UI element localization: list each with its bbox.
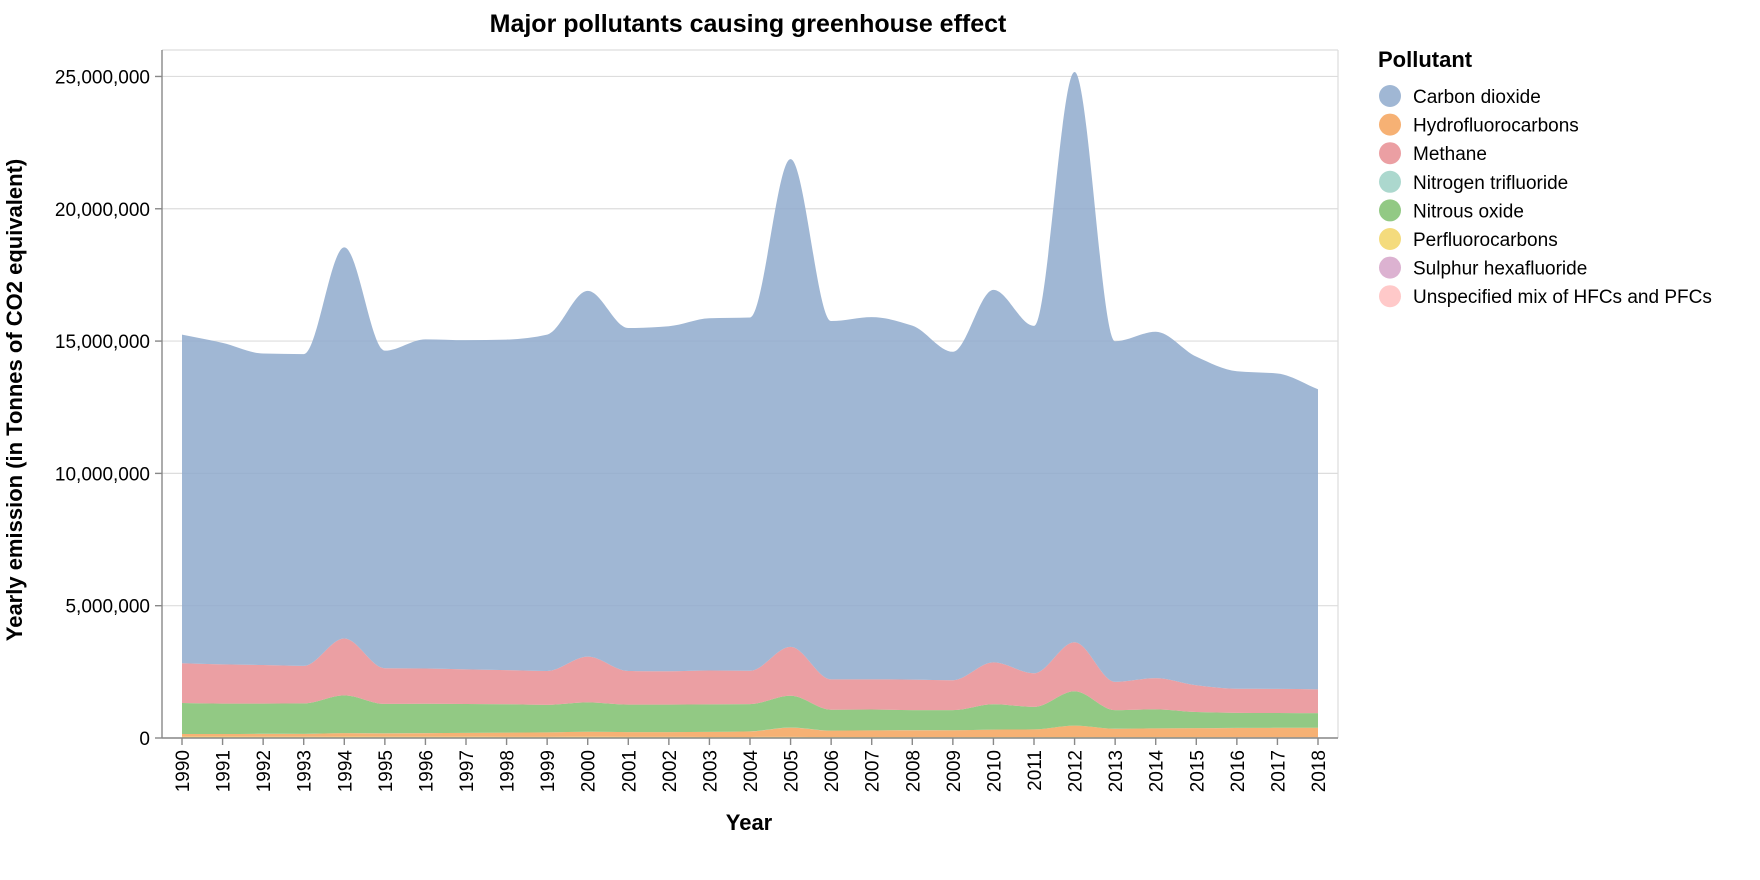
legend-label: Nitrous oxide [1413, 201, 1524, 222]
x-tick-label: 2002 [660, 750, 681, 792]
area-hydrofluorocarbons [182, 725, 1318, 738]
x-tick-label: 1998 [498, 750, 519, 792]
x-tick-label: 1999 [538, 750, 559, 792]
x-tick-label: 2011 [1025, 750, 1046, 791]
x-tick-label: 2000 [579, 750, 600, 792]
x-tick-label: 1991 [214, 750, 235, 792]
legend-swatch [1379, 113, 1401, 136]
x-tick-label: 1992 [254, 750, 275, 792]
x-tick-label: 2005 [782, 750, 803, 792]
legend-swatch [1379, 228, 1401, 250]
x-tick-label: 2003 [700, 750, 721, 792]
legend-item: Nitrous oxide [1379, 199, 1524, 222]
area-nitrous-oxide [182, 691, 1318, 735]
x-tick-label: 2012 [1066, 750, 1087, 792]
x-tick-label: 2008 [903, 750, 924, 792]
x-tick-label: 1994 [335, 750, 356, 793]
y-tick-label: 25,000,000 [55, 67, 150, 88]
legend-label: Perfluorocarbons [1413, 230, 1558, 251]
legend-label: Methane [1413, 144, 1487, 165]
legend-title: Pollutant [1378, 47, 1473, 72]
x-axis-title: Year [726, 810, 773, 835]
y-tick-label: 10,000,000 [55, 464, 150, 485]
legend-item: Methane [1379, 142, 1487, 165]
area-layers [182, 72, 1318, 738]
legend-swatch [1379, 199, 1401, 222]
legend-items: Carbon dioxide Hydrofluorocarbons Methane N… [1379, 85, 1712, 308]
y-axis-ticks: 0 5,000,000 10,000,000 15,000,000 20,000,000… [55, 67, 162, 750]
legend-swatch [1379, 170, 1401, 193]
x-axis-ticks: 1990 1991 1992 1993 1994 1995 1996 1997 1998 1999… [173, 738, 1330, 792]
x-tick-label: 1990 [173, 750, 194, 792]
x-tick-label: 2006 [822, 750, 843, 792]
legend-swatch [1379, 85, 1401, 107]
area-methane [182, 638, 1318, 714]
x-tick-label: 1995 [376, 750, 397, 792]
y-tick-label: 0 [139, 729, 150, 750]
x-tick-label: 2009 [944, 750, 965, 792]
legend-label: Carbon dioxide [1413, 87, 1541, 108]
y-axis-title: Yearly emission (in Tonnes of CO2 equiva… [2, 159, 27, 642]
x-tick-label: 2007 [863, 750, 884, 792]
x-tick-label: 2010 [984, 750, 1005, 792]
x-tick-label: 2018 [1309, 750, 1330, 792]
legend-item: Perfluorocarbons [1379, 228, 1558, 251]
legend-label: Nitrogen trifluoride [1413, 173, 1568, 194]
legend: Pollutant Carbon dioxide Hydrofluorocarbo… [1378, 47, 1712, 308]
legend-label: Sulphur hexafluoride [1413, 259, 1587, 280]
legend-label: Hydrofluorocarbons [1413, 116, 1579, 137]
x-tick-label: 2016 [1228, 750, 1249, 792]
legend-item: Sulphur hexafluoride [1379, 256, 1587, 280]
legend-item: Carbon dioxide [1379, 85, 1541, 108]
legend-label: Unspecified mix of HFCs and PFCs [1413, 287, 1712, 308]
legend-swatch [1379, 256, 1401, 279]
legend-item: Nitrogen trifluoride [1379, 170, 1568, 194]
chart-title: Major pollutants causing greenhouse effe… [490, 10, 1007, 38]
x-tick-label: 2014 [1147, 750, 1168, 793]
x-tick-label: 1996 [416, 750, 437, 792]
x-tick-label: 2013 [1106, 750, 1127, 792]
legend-swatch [1379, 285, 1401, 308]
legend-item: Hydrofluorocarbons [1379, 113, 1579, 137]
legend-item: Unspecified mix of HFCs and PFCs [1379, 285, 1712, 308]
y-tick-label: 15,000,000 [55, 332, 150, 353]
x-tick-label: 1997 [457, 750, 478, 792]
x-tick-label: 2015 [1187, 750, 1208, 792]
x-tick-label: 2004 [741, 750, 762, 793]
x-tick-label: 2001 [619, 750, 640, 792]
x-tick-label: 2017 [1268, 750, 1289, 792]
x-tick-label: 1993 [295, 750, 316, 792]
area-carbon-dioxide [182, 72, 1318, 690]
y-tick-label: 5,000,000 [65, 597, 150, 618]
y-tick-label: 20,000,000 [55, 200, 150, 221]
legend-swatch [1379, 142, 1401, 165]
